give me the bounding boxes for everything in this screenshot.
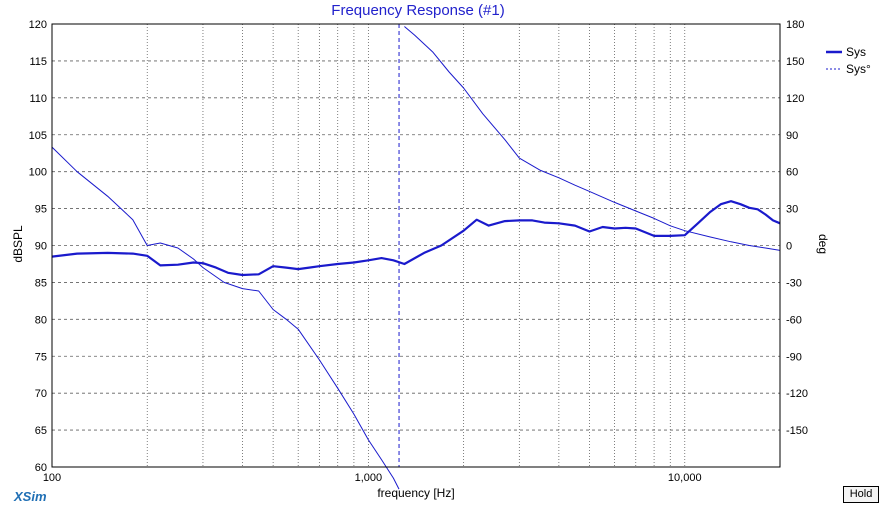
y2-tick-labels: -150 -120 -90 -60 -30 0 30 60 90 120 150 180	[786, 19, 808, 437]
grid-lines	[52, 24, 780, 467]
y2-tick-label: 30	[786, 204, 798, 216]
x-tick-label: 10,000	[668, 472, 702, 484]
x-tick-label: 100	[43, 472, 61, 484]
y-tick-label: 110	[29, 93, 47, 105]
y-axis-label: dBSPL	[11, 225, 25, 263]
y-tick-label: 85	[35, 277, 47, 289]
y2-tick-label: 180	[786, 19, 804, 31]
y-tick-label: 115	[29, 56, 47, 68]
y-tick-labels: 60 65 70 75 80 85 90 95 100 105 110 115 120	[29, 19, 47, 474]
y2-tick-label: -150	[786, 425, 808, 437]
y2-tick-label: 0	[786, 241, 792, 253]
y-tick-label: 100	[29, 167, 47, 179]
y2-tick-label: -30	[786, 277, 802, 289]
y-tick-label: 105	[29, 130, 47, 142]
series-sys-phase-line	[51, 26, 781, 490]
y-tick-label: 60	[35, 462, 47, 474]
y-tick-label: 90	[35, 241, 47, 253]
y-tick-label: 120	[29, 19, 47, 31]
y-tick-label: 70	[35, 388, 47, 400]
y-tick-label: 65	[35, 425, 47, 437]
x-tick-labels: 100 1,000 10,000	[43, 472, 702, 484]
y2-tick-label: -60	[786, 314, 802, 326]
y2-tick-label: 120	[786, 93, 804, 105]
y2-tick-label: 60	[786, 167, 798, 179]
y-tick-label: 75	[35, 351, 47, 363]
y2-tick-label: -120	[786, 388, 808, 400]
y2-tick-label: -90	[786, 351, 802, 363]
y-tick-label: 95	[35, 204, 47, 216]
x-tick-label: 1,000	[355, 472, 383, 484]
x-axis-label: frequency [Hz]	[377, 486, 454, 500]
xsim-logo: XSim	[14, 489, 47, 504]
y2-axis-label: deg	[816, 234, 830, 254]
y2-tick-label: 150	[786, 56, 804, 68]
plot-frame	[51, 23, 781, 468]
y-tick-label: 80	[35, 314, 47, 326]
hold-button[interactable]: Hold	[843, 486, 879, 503]
series-sys-line	[51, 200, 781, 277]
legend-entry-sys: Sys	[846, 45, 866, 59]
chart-title: Frequency Response (#1)	[331, 2, 504, 19]
legend: Sys Sys°	[826, 45, 871, 76]
legend-entry-sys-phase: Sys°	[846, 62, 871, 76]
y2-tick-label: 90	[786, 130, 798, 142]
data-series	[51, 26, 781, 490]
